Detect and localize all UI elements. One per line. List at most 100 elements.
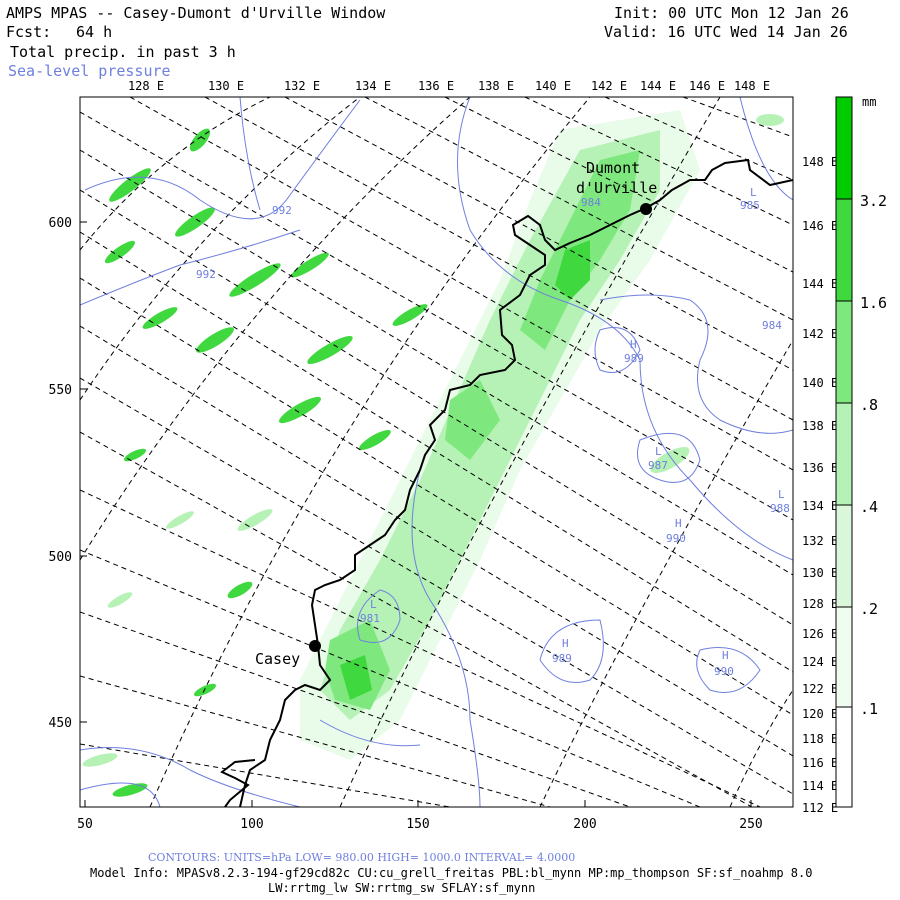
colorbar-swatch [836, 505, 852, 607]
precip-streak [279, 396, 321, 424]
precip-core-a [555, 240, 590, 300]
meridian-line [80, 675, 551, 807]
map-title: AMPS MPAS -- Casey-Dumont d'Urville Wind… [6, 4, 386, 22]
x-tick-label: 100 [240, 817, 263, 832]
precip-streak [166, 511, 194, 529]
precip-streak [392, 304, 428, 326]
meridian-line [80, 111, 793, 521]
meridian-line [524, 97, 793, 226]
forecast-hour: 64 h [76, 23, 113, 41]
pressure-center-marker: H [675, 517, 682, 530]
precip-core-d [445, 380, 500, 460]
x-tick-label: 200 [573, 817, 596, 832]
lon-label: 142 E [802, 327, 838, 341]
meridian-line [444, 97, 793, 273]
meridian-line [80, 377, 793, 795]
y-axis-labels: 600 550 500 450 [49, 216, 72, 731]
lon-label: 134 E [355, 79, 391, 93]
colorbar-frame [835, 96, 853, 808]
isobar [319, 719, 421, 747]
lon-label: 128 E [802, 597, 838, 611]
lon-label: 138 E [802, 419, 838, 433]
parallel-line [149, 97, 591, 807]
lon-label: 136 E [418, 79, 454, 93]
pressure-label: 990 [714, 665, 734, 678]
precipitation-field [82, 110, 784, 797]
x-tick-label: 250 [739, 817, 762, 832]
precip-streak [291, 252, 329, 278]
colorbar-swatch [836, 403, 852, 505]
parallel-line [729, 689, 793, 807]
y-tick-label: 450 [49, 716, 72, 731]
pressure-center-marker: L [370, 598, 377, 611]
lon-label: 116 E [802, 756, 838, 770]
meridian-line [80, 189, 793, 626]
parallel-line [539, 339, 793, 807]
isobar [80, 229, 301, 306]
pressure-center-marker: L [655, 445, 662, 458]
meridian-line [80, 277, 793, 716]
x-tick-label: 150 [406, 817, 429, 832]
colorbar-unit: mm [862, 95, 876, 109]
field-description: Total precip. in past 3 h [10, 43, 236, 61]
precip-streak [109, 168, 151, 202]
y-tick-label: 500 [49, 550, 72, 565]
precip-streak [359, 430, 391, 450]
meridian-line [80, 549, 701, 807]
dumont-durville-label-line1: Dumont [586, 159, 640, 177]
colorbar-swatch [836, 707, 852, 807]
meridian-line [80, 325, 793, 757]
coastline-path [239, 158, 793, 807]
lon-label: 132 E [284, 79, 320, 93]
colorbar-swatch [836, 607, 852, 707]
plot-frame [79, 96, 794, 808]
precip-streak [193, 683, 217, 697]
colorbar-swatch [836, 301, 852, 403]
colorbar-level: 3.2 [860, 192, 887, 210]
colorbar-swatch [836, 97, 852, 199]
meridian-line [604, 97, 793, 181]
lon-label: 126 E [802, 627, 838, 641]
isobar [594, 327, 641, 373]
x-axis-labels: 50 100 150 200 250 [77, 817, 763, 832]
isobar [696, 647, 761, 693]
precip-core-c [340, 655, 372, 700]
isobar [637, 432, 701, 483]
lon-label: 130 E [802, 566, 838, 580]
isobar [357, 589, 401, 643]
parallel-line [339, 97, 721, 807]
precip-streak [237, 509, 273, 531]
lon-label: 144 E [640, 79, 676, 93]
colorbar-level: .4 [860, 498, 878, 516]
isobar [80, 782, 161, 807]
pressure-label: 990 [666, 532, 686, 545]
contour-info: CONTOURS: UNITS=hPa LOW= 980.00 HIGH= 10… [148, 851, 576, 864]
y-tick-label: 550 [49, 383, 72, 398]
lon-label: 136 E [802, 461, 838, 475]
isobar [599, 294, 793, 434]
lon-label: 114 E [802, 779, 838, 793]
lon-label: 124 E [802, 655, 838, 669]
colorbar-level: 1.6 [860, 294, 887, 312]
right-longitude-labels: 148 E 146 E 144 E 142 E 140 E 138 E 136 … [802, 155, 838, 815]
lon-label: 122 E [802, 682, 838, 696]
lon-label: 138 E [478, 79, 514, 93]
precip-streak [229, 263, 281, 297]
colorbar-swatch [836, 199, 852, 301]
lon-label: 120 E [802, 707, 838, 721]
pressure-label: 987 [648, 459, 668, 472]
parallel-line [80, 97, 361, 401]
parallel-line [80, 97, 471, 561]
pressure-label: 992 [272, 204, 292, 217]
precip-streak [307, 336, 353, 364]
pressure-center-marker: H [630, 338, 637, 351]
meridian-line [80, 231, 793, 673]
x-axis-ticks [80, 221, 752, 807]
precip-streaks [104, 128, 428, 797]
init-time: Init: 00 UTC Mon 12 Jan 26 [614, 4, 849, 22]
x-tick-label: 50 [77, 817, 93, 832]
pressure-label: 981 [360, 612, 380, 625]
pressure-center-marker: H [562, 637, 569, 650]
precip-streak [189, 128, 211, 152]
lon-label: 148 E [734, 79, 770, 93]
